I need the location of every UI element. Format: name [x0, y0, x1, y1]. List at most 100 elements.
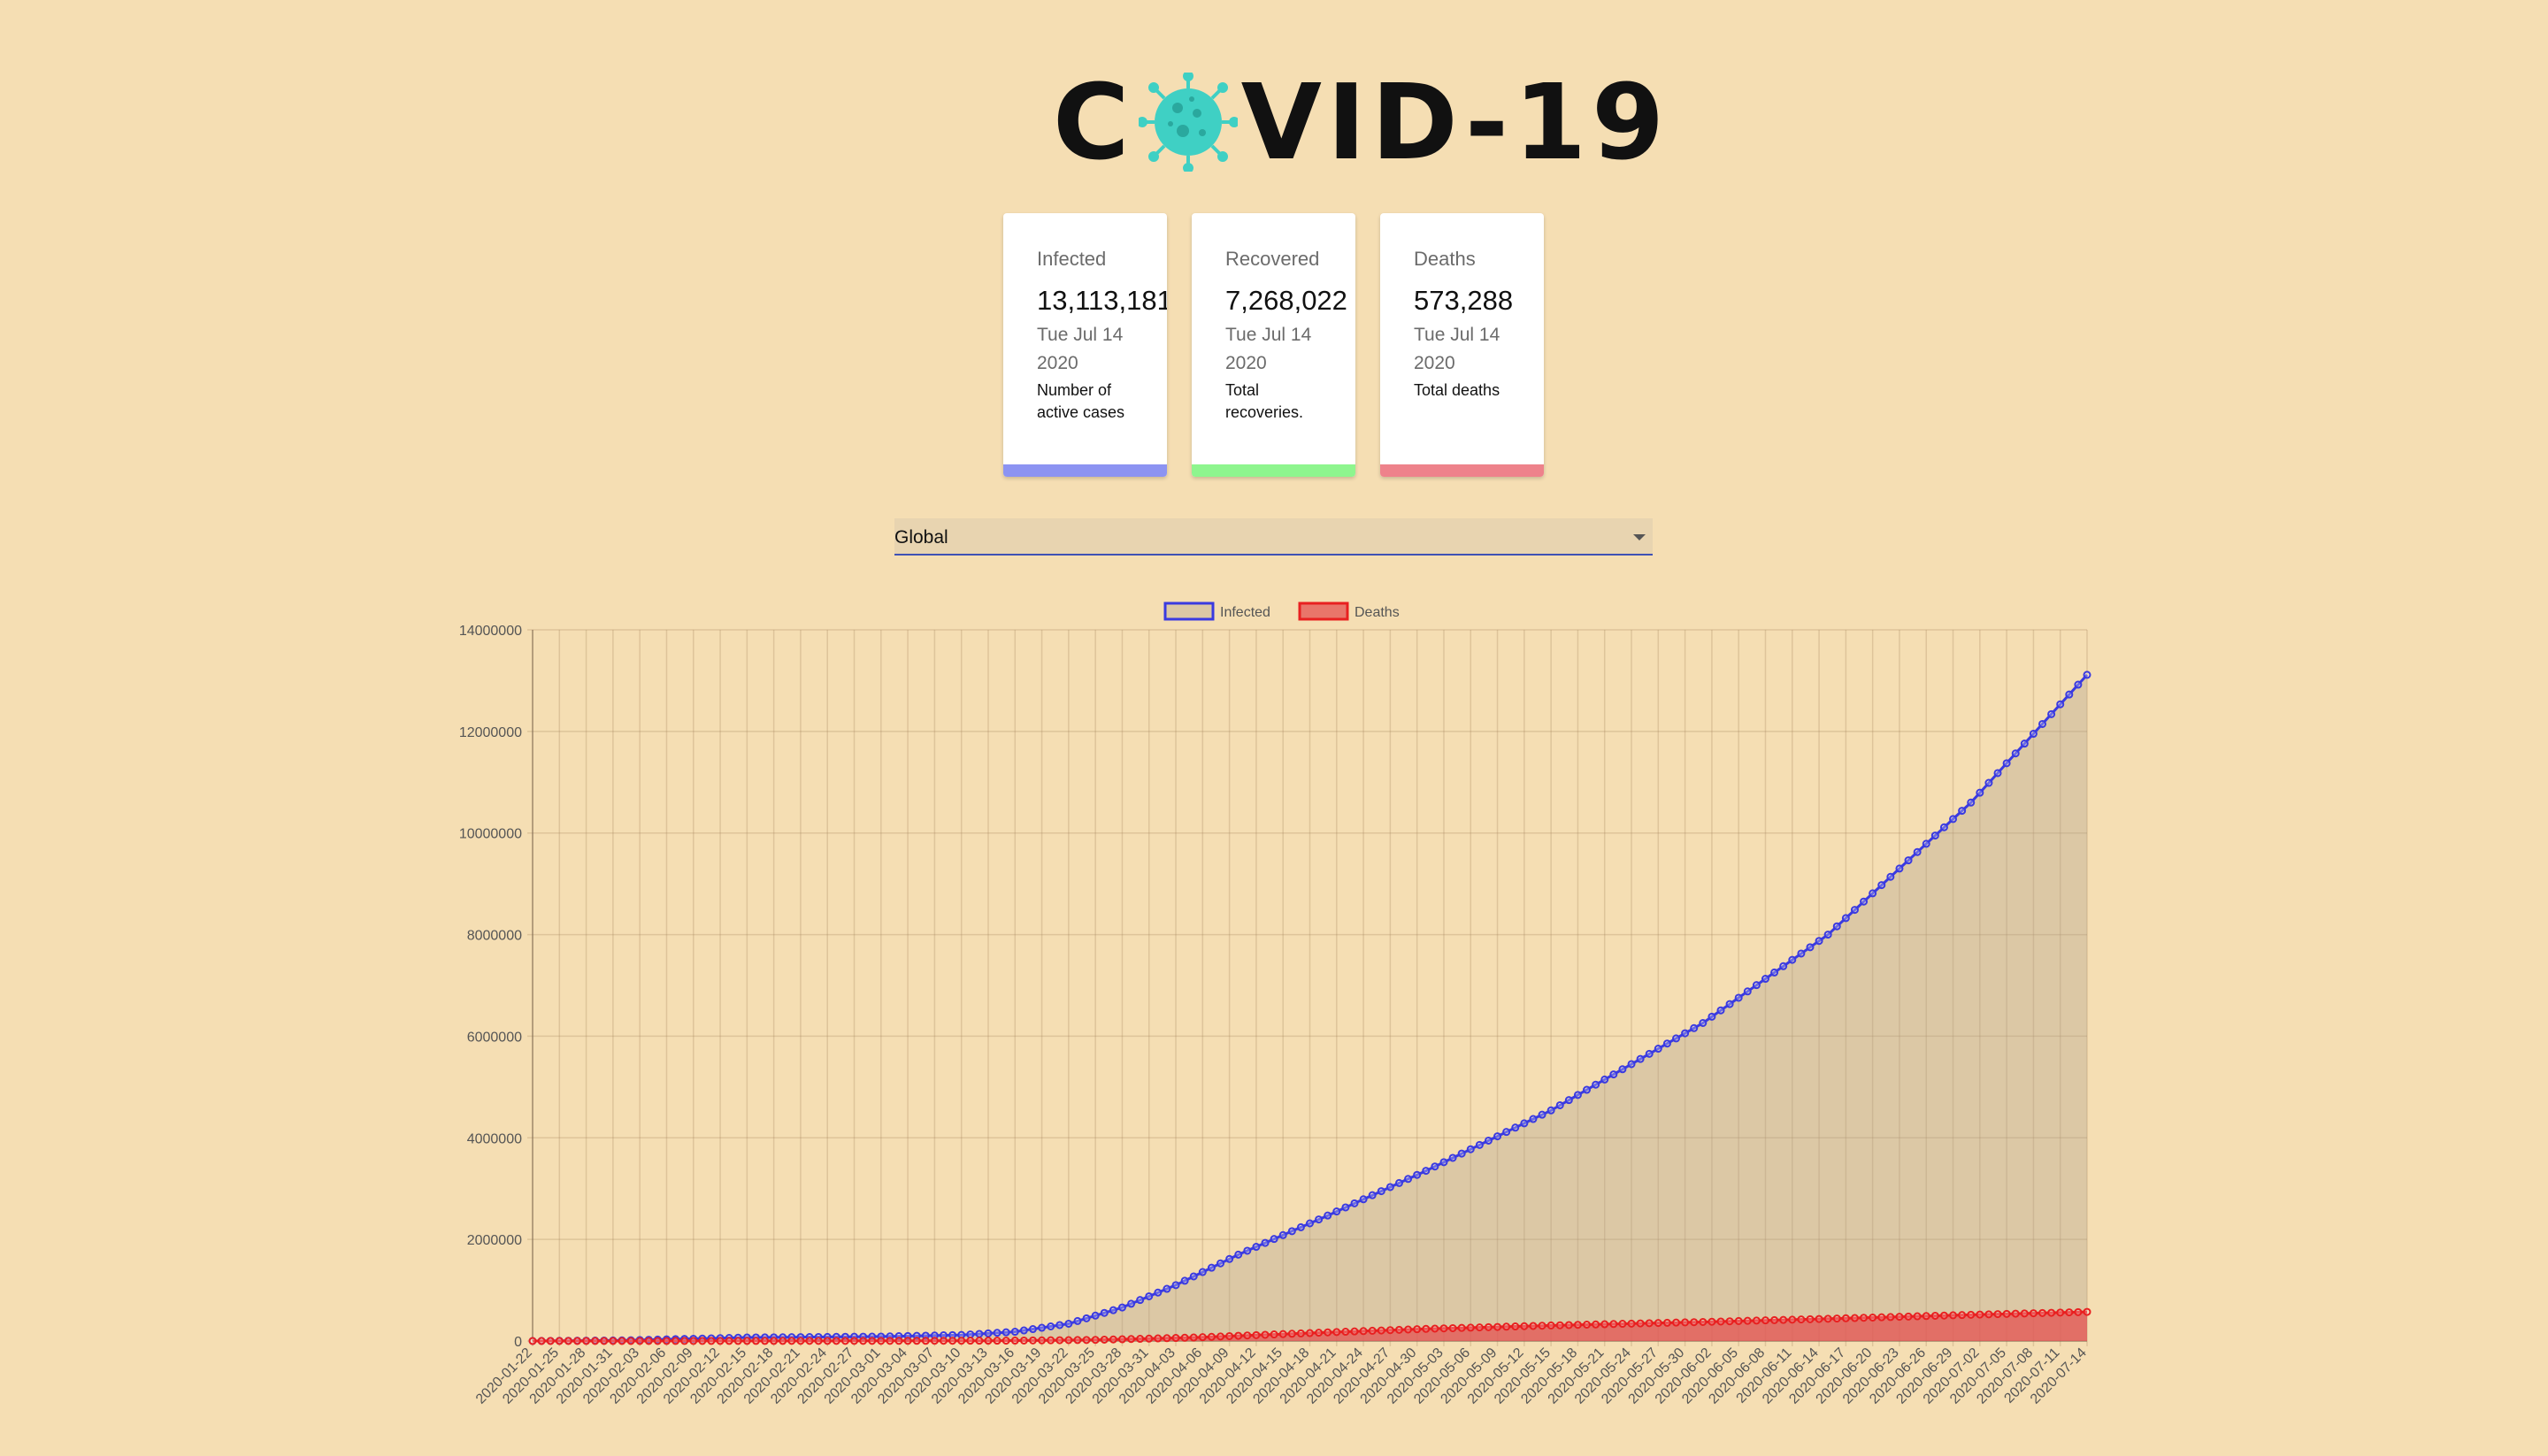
data-point — [1672, 1318, 1681, 1327]
data-point — [698, 1337, 707, 1345]
covid-logo: C — [1053, 61, 1669, 183]
data-point — [1743, 1316, 1752, 1325]
y-tick-label: 6000000 — [467, 1030, 522, 1045]
logo-text-c: C — [1053, 61, 1135, 183]
data-point — [1645, 1319, 1654, 1328]
data-point — [1904, 856, 1913, 865]
card-color-bar — [1380, 464, 1544, 477]
data-point — [1404, 1325, 1413, 1334]
data-point — [930, 1331, 939, 1340]
data-point — [957, 1337, 966, 1345]
data-point — [1734, 1316, 1743, 1325]
data-point — [984, 1337, 993, 1345]
data-point — [1770, 968, 1779, 977]
card-date: Tue Jul 14 2020 — [1414, 325, 1500, 373]
data-point — [707, 1337, 716, 1345]
data-point — [2065, 1308, 2074, 1317]
data-point — [1850, 906, 1859, 915]
data-point — [1484, 1322, 1493, 1331]
card-label: Recovered — [1225, 248, 1320, 270]
data-point — [1377, 1187, 1385, 1196]
data-point — [1350, 1327, 1359, 1336]
data-point — [886, 1337, 894, 1345]
data-point — [1234, 1331, 1243, 1340]
data-point — [1082, 1314, 1091, 1322]
data-point — [1368, 1191, 1377, 1199]
data-point — [1216, 1259, 1225, 1268]
data-point — [751, 1337, 760, 1345]
data-point — [1573, 1091, 1582, 1100]
data-point — [742, 1337, 751, 1345]
data-point — [600, 1337, 609, 1345]
data-point — [2029, 730, 2038, 739]
data-point — [1064, 1336, 1073, 1345]
data-point — [1895, 864, 1904, 873]
country-select[interactable]: Global — [894, 518, 1653, 556]
data-point — [1028, 1325, 1037, 1334]
data-point — [1127, 1299, 1136, 1308]
data-point — [1100, 1308, 1109, 1317]
card-description: Total deaths — [1414, 381, 1500, 399]
card-recovered: Recovered 7,268,022 Tue Jul 14 2020 Tota… — [1192, 213, 1355, 477]
data-point — [1913, 1312, 1922, 1321]
data-point — [1047, 1322, 1055, 1330]
data-point — [1511, 1322, 1520, 1331]
data-point — [1439, 1158, 1448, 1167]
data-point — [868, 1337, 877, 1345]
data-point — [975, 1330, 984, 1338]
data-point — [1886, 872, 1895, 881]
data-point — [1296, 1222, 1305, 1231]
data-point — [1555, 1100, 1564, 1109]
data-point — [1270, 1235, 1278, 1244]
data-point — [966, 1330, 975, 1339]
data-point — [805, 1337, 814, 1345]
data-point — [2056, 1308, 2065, 1317]
data-point — [1189, 1272, 1198, 1281]
data-point — [1895, 1313, 1904, 1322]
data-point — [1609, 1320, 1618, 1329]
data-point — [1716, 1317, 1725, 1326]
data-point — [1422, 1167, 1431, 1176]
card-description: Total recoveries. — [1225, 381, 1304, 421]
data-point — [1716, 1006, 1725, 1015]
data-point — [1529, 1115, 1538, 1123]
data-point — [1654, 1319, 1662, 1328]
data-point — [1413, 1170, 1422, 1179]
data-point — [1806, 1314, 1815, 1323]
data-point — [1287, 1330, 1296, 1338]
data-point — [1198, 1268, 1207, 1276]
data-point — [1171, 1334, 1180, 1343]
data-point — [1832, 1314, 1841, 1323]
data-point — [1073, 1316, 1082, 1325]
data-point — [1368, 1326, 1377, 1335]
legend-label: Infected — [1220, 605, 1270, 620]
data-point — [2074, 680, 2083, 689]
data-point — [1806, 943, 1815, 952]
card-value: 7,268,022 — [1225, 285, 1347, 316]
data-point — [644, 1337, 653, 1345]
data-point — [832, 1337, 840, 1345]
legend-label: Deaths — [1355, 605, 1400, 620]
data-point — [1564, 1096, 1573, 1105]
data-point — [1681, 1029, 1690, 1038]
data-point — [1207, 1263, 1216, 1272]
data-point — [1699, 1317, 1708, 1326]
data-point — [1091, 1311, 1100, 1320]
virus-icon — [1138, 73, 1238, 172]
data-point — [1662, 1318, 1671, 1327]
data-point — [1555, 1321, 1564, 1330]
data-point — [1082, 1336, 1091, 1345]
data-point — [1189, 1333, 1198, 1342]
data-point — [1725, 1000, 1734, 1008]
data-point — [1385, 1183, 1394, 1192]
data-point — [1010, 1328, 1019, 1337]
data-point — [1109, 1306, 1117, 1314]
data-point — [1841, 1314, 1850, 1322]
data-point — [975, 1337, 984, 1345]
data-point — [1270, 1330, 1278, 1339]
data-point — [1984, 778, 1993, 787]
data-point — [582, 1337, 591, 1345]
dropdown-caret-icon[interactable] — [1633, 534, 1646, 540]
data-point — [1225, 1331, 1234, 1340]
